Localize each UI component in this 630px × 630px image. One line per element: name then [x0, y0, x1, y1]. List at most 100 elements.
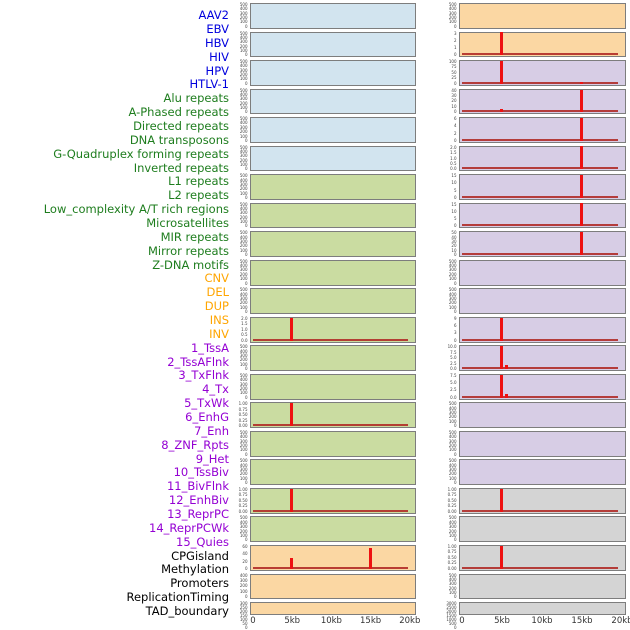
y-tick: 2.0 — [241, 315, 248, 321]
row-label-microsatellites: Microsatellites — [146, 216, 229, 231]
y-tick: 0 — [453, 52, 457, 58]
row-label-7-enh: 7_Enh — [194, 423, 229, 438]
y-tick: 40 — [451, 234, 457, 240]
y-tick: 2.5 — [450, 387, 457, 393]
y-tick-labels-mir-repeats: 500 400 300 200 100 0 — [222, 459, 248, 485]
panel-2-tssaflnk — [458, 88, 626, 115]
y-tick: 0 — [453, 223, 457, 229]
y-tick-labels-aav2: 500 400 300 200 100 0 — [222, 3, 248, 29]
y-tick: 100 — [239, 19, 248, 25]
row-label-6-enhg: 6_EnhG — [185, 410, 229, 425]
y-tick: 0 — [453, 594, 457, 600]
y-tick: 30 — [451, 93, 457, 98]
panel-1-tssa — [458, 60, 626, 86]
y-tick: 400 — [239, 34, 248, 40]
y-tick: 0.75 — [238, 406, 248, 412]
signal-spike-15kb — [580, 146, 583, 170]
y-tick: 400 — [239, 148, 248, 154]
y-tick: 100 — [239, 162, 248, 168]
y-tick: 6 — [453, 323, 457, 329]
y-tick: 0 — [453, 80, 457, 86]
y-tick: 300 — [239, 238, 248, 244]
signal-baseline — [461, 138, 618, 141]
y-tick: 300 — [448, 438, 457, 444]
row-label-10-tssbiv: 10_TssBiv — [173, 465, 229, 480]
y-tick: 7.5 — [450, 349, 457, 355]
y-tick: 500 — [239, 30, 248, 36]
y-tick: 500 — [448, 515, 457, 521]
y-tick: 200 — [448, 15, 457, 21]
row-label-hiv: HIV — [209, 49, 229, 64]
y-tick: 300 — [239, 96, 248, 102]
y-tick: 0.25 — [447, 503, 457, 509]
y-tick: 250 — [239, 605, 248, 611]
y-tick: 0 — [453, 194, 457, 200]
y-tick: 0 — [244, 594, 248, 600]
panel-11-bivflnk — [458, 345, 626, 372]
y-tick-labels-2-tssaflnk: 40 30 20 10 0 — [431, 88, 457, 115]
y-tick: 0 — [453, 109, 457, 115]
y-tick: 100 — [239, 447, 248, 453]
y-tick: 100 — [239, 219, 248, 225]
y-tick-labels-4-tx: 2.0 1.5 1.0 0.5 0.0 — [431, 144, 457, 172]
row-label-methylation: Methylation — [161, 562, 229, 577]
y-tick: 1.0 — [450, 155, 457, 161]
panel-a-phased-repeats — [249, 202, 416, 229]
y-tick: 0 — [244, 52, 248, 58]
signal-spike-15kb — [580, 81, 583, 84]
y-tick: 0.00 — [447, 508, 457, 514]
row-label-9-het: 9_Het — [195, 451, 229, 466]
y-tick: 0.0 — [450, 166, 457, 172]
y-tick: 0.0 — [241, 337, 248, 343]
y-tick: 10 — [451, 247, 457, 253]
y-tick: 500 — [239, 87, 248, 93]
y-tick: 50 — [242, 621, 248, 627]
y-tick: 0 — [453, 309, 457, 315]
y-tick: 100 — [448, 418, 457, 424]
y-tick: 500 — [239, 59, 248, 65]
signal-baseline — [461, 224, 618, 227]
y-tick: 0 — [244, 109, 248, 115]
y-tick: 300 — [448, 524, 457, 530]
y-tick: 300 — [239, 524, 248, 530]
y-tick: 200 — [239, 528, 248, 534]
row-label-tad-boundary: TAD_boundary — [145, 604, 229, 619]
row-label-12-enhbiv: 12_EnhBiv — [168, 493, 229, 508]
row-label-ebv: EBV — [206, 22, 229, 37]
y-tick: 200 — [448, 585, 457, 591]
y-tick: 500 — [448, 572, 457, 578]
y-tick: 300 — [239, 267, 248, 273]
y-tick: 100 — [448, 447, 457, 453]
row-label-l1-repeats: L1 repeats — [168, 174, 229, 189]
y-tick: 300 — [239, 601, 248, 607]
y-tick: 400 — [448, 6, 457, 12]
signal-baseline — [252, 566, 408, 569]
y-tick: 100 — [239, 47, 248, 53]
signal-baseline — [461, 395, 618, 398]
y-tick: 0 — [453, 480, 457, 486]
y-tick: 0 — [244, 394, 248, 400]
y-tick: 100 — [239, 532, 248, 538]
y-tick: 2.0 — [450, 144, 457, 150]
y-tick: 400 — [239, 263, 248, 269]
panel-9-het — [458, 288, 626, 315]
y-tick: 0.0 — [450, 366, 457, 372]
y-tick: 400 — [239, 348, 248, 354]
y-tick: 150 — [239, 613, 248, 619]
y-tick: 5 — [453, 187, 457, 193]
panel-dup — [249, 602, 416, 616]
signal-baseline — [461, 110, 618, 113]
y-tick-labels-l2-repeats: 500 400 300 200 100 0 — [222, 373, 248, 400]
y-tick: 300 — [239, 124, 248, 130]
panel-directed-repeats — [249, 231, 416, 257]
y-tick: 400 — [239, 63, 248, 69]
row-label-hpv: HPV — [205, 63, 229, 78]
panel-5-txwk — [458, 174, 626, 200]
y-tick: 500 — [448, 401, 457, 407]
y-tick: 200 — [239, 157, 248, 163]
y-tick-labels-hiv: 500 400 300 200 100 0 — [222, 87, 248, 115]
y-tick: 300 — [448, 581, 457, 587]
y-tick: 2 — [453, 37, 457, 43]
y-tick: 1500 — [446, 613, 457, 619]
y-tick-labels-tad-boundary: 3000 2500 2000 1500 1000 500 0 — [431, 602, 457, 630]
